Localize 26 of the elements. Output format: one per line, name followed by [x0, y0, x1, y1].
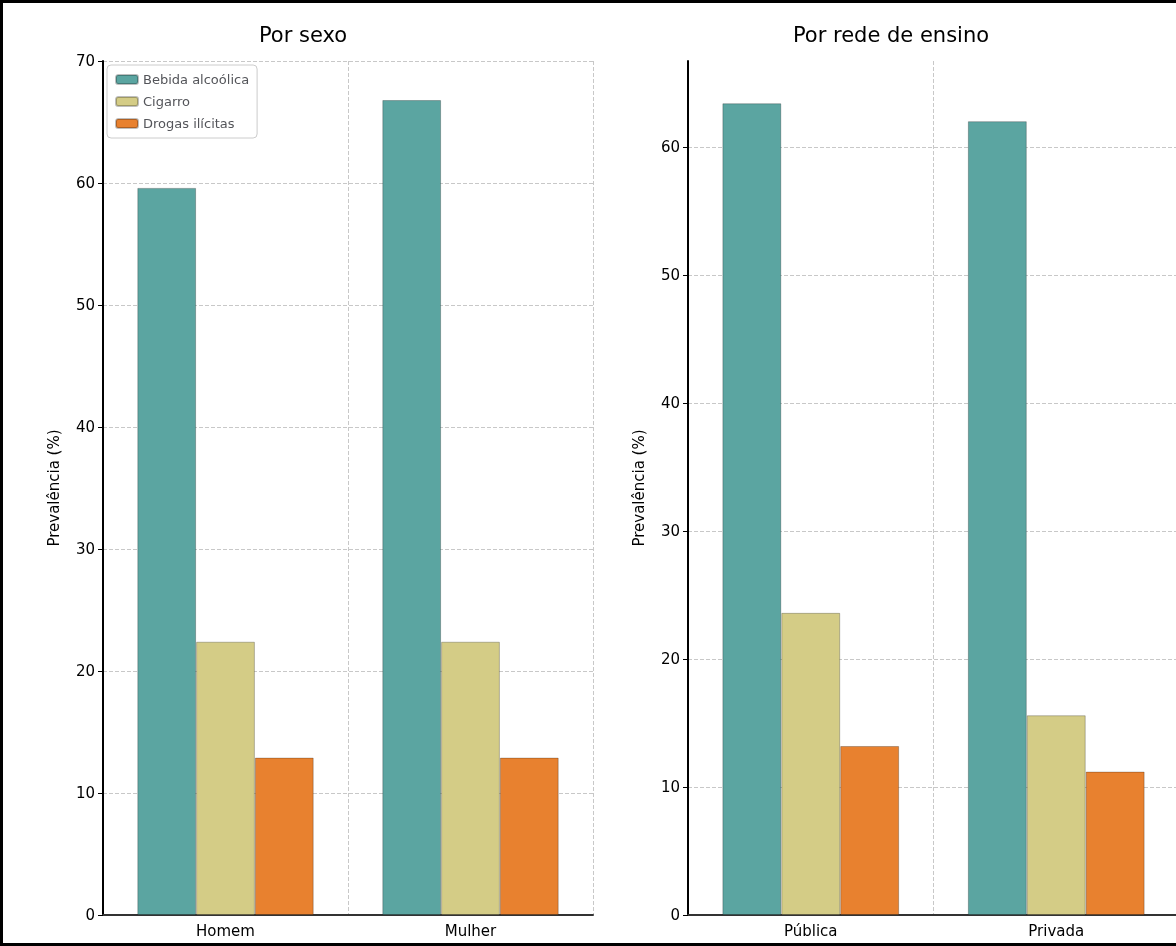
chart-title: Por rede de ensino: [792, 22, 990, 47]
y-axis-title: Prevalência (%): [629, 429, 648, 547]
y-tick-label: 10: [660, 777, 680, 796]
x-tick-label: Mulher: [444, 921, 498, 940]
y-tick-label: 50: [75, 296, 95, 314]
legend-label: Drogas ilícitas: [143, 116, 235, 131]
y-tick-label: 20: [660, 649, 680, 668]
y-tick-label: 10: [75, 784, 95, 802]
y-tick-label: 50: [660, 265, 680, 284]
y-tick-label: 40: [660, 393, 680, 412]
y-tick-label: 0: [85, 906, 95, 924]
y-tick-label: 70: [75, 52, 95, 70]
x-tick-label: Pública: [783, 921, 838, 940]
y-tick-label: 20: [75, 662, 95, 680]
y-axis-title: Prevalência (%): [44, 429, 63, 547]
y-tick-label: 30: [660, 521, 680, 540]
chart-title: Por sexo: [258, 22, 348, 47]
y-tick-label: 60: [660, 137, 680, 156]
x-tick-label: Privada: [1028, 921, 1085, 940]
y-tick-label: 60: [75, 174, 95, 192]
legend-label: Cigarro: [143, 94, 191, 109]
x-tick-label: Homem: [196, 921, 255, 940]
legend-label: Bebida alcoólica: [143, 72, 250, 87]
y-tick-label: 40: [75, 418, 95, 436]
y-tick-label: 0: [670, 906, 680, 924]
y-tick-label: 30: [75, 540, 95, 558]
